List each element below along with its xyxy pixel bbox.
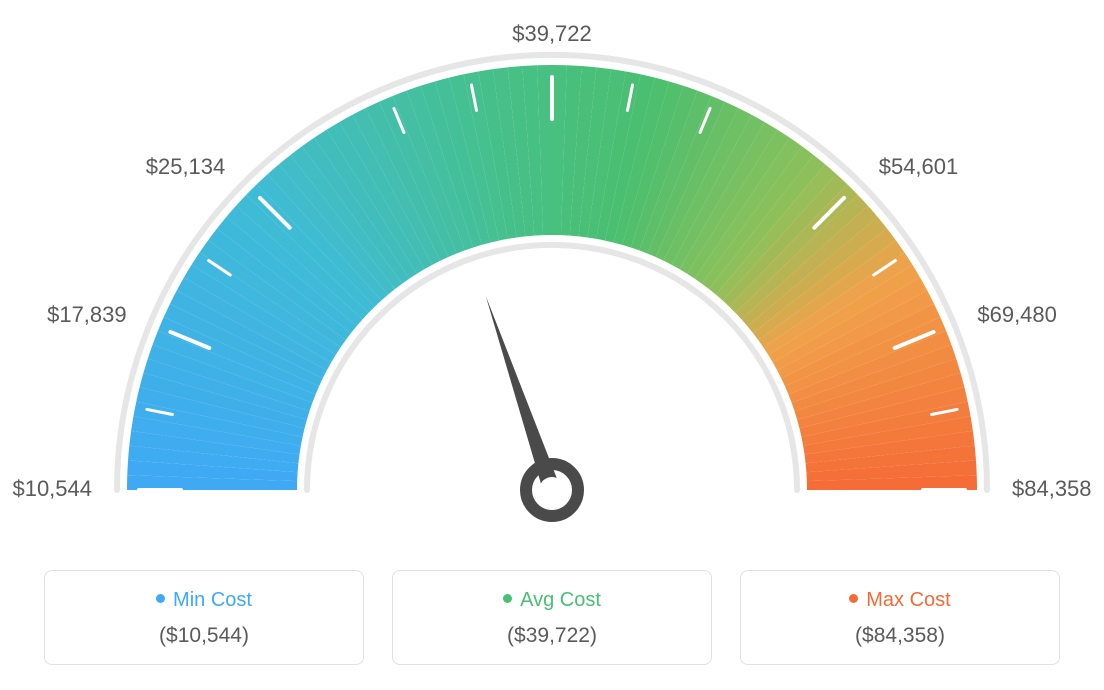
dot-icon <box>503 594 512 603</box>
min-cost-card: Min Cost ($10,544) <box>44 570 364 665</box>
summary-cards: Min Cost ($10,544) Avg Cost ($39,722) Ma… <box>0 570 1104 665</box>
max-cost-card: Max Cost ($84,358) <box>740 570 1060 665</box>
dot-icon <box>849 594 858 603</box>
max-cost-label: Max Cost <box>866 589 950 611</box>
min-cost-value: ($10,544) <box>55 624 353 648</box>
gauge-svg <box>72 30 1032 550</box>
avg-cost-value: ($39,722) <box>403 624 701 648</box>
gauge-tick-label: $69,480 <box>977 302 1057 328</box>
avg-cost-card: Avg Cost ($39,722) <box>392 570 712 665</box>
avg-cost-title: Avg Cost <box>403 589 701 612</box>
avg-cost-label: Avg Cost <box>520 589 601 611</box>
gauge-tick-label: $10,544 <box>2 476 92 502</box>
gauge-tick-label: $54,601 <box>879 154 959 180</box>
gauge-tick-label: $39,722 <box>507 21 597 47</box>
min-cost-label: Min Cost <box>173 589 252 611</box>
dot-icon <box>156 594 165 603</box>
gauge-chart: $10,544 $17,839 $25,134 $39,722 $54,601 $69,4… <box>0 0 1104 560</box>
gauge-tick-label: $25,134 <box>135 154 225 180</box>
max-cost-title: Max Cost <box>751 589 1049 612</box>
gauge-tick-label: $17,839 <box>37 302 127 328</box>
min-cost-title: Min Cost <box>55 589 353 612</box>
gauge-tick-label: $84,358 <box>1012 476 1092 502</box>
max-cost-value: ($84,358) <box>751 624 1049 648</box>
